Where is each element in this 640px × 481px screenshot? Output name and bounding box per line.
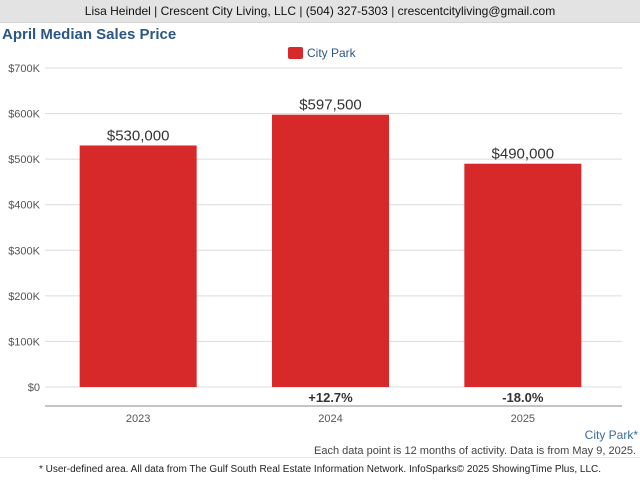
legend-swatch xyxy=(288,47,303,59)
x-tick-label: 2023 xyxy=(126,413,150,425)
footer: * User-defined area. All data from The G… xyxy=(0,457,640,481)
y-tick-label: $600K xyxy=(8,109,40,121)
area-label: City Park* xyxy=(584,428,638,442)
legend: City Park xyxy=(288,46,356,60)
change-label: -18.0% xyxy=(502,390,544,405)
legend-label: City Park xyxy=(307,46,356,60)
y-tick-label: $300K xyxy=(8,245,40,257)
bar xyxy=(272,114,389,387)
y-tick-label: $700K xyxy=(8,63,40,75)
x-tick-label: 2024 xyxy=(318,413,342,425)
y-tick-label: $0 xyxy=(28,382,40,394)
y-tick-label: $200K xyxy=(8,291,40,303)
y-tick-label: $400K xyxy=(8,200,40,212)
bar-value-label: $530,000 xyxy=(107,127,170,144)
bar xyxy=(464,163,582,387)
bar-value-label: $490,000 xyxy=(492,146,555,163)
chart-title: April Median Sales Price xyxy=(2,26,177,43)
bar-value-label: $597,500 xyxy=(299,97,362,114)
change-label: +12.7% xyxy=(308,390,353,405)
y-tick-label: $500K xyxy=(8,154,40,166)
y-tick-label: $100K xyxy=(8,336,40,348)
bar xyxy=(79,145,197,387)
data-note: Each data point is 12 months of activity… xyxy=(313,445,636,457)
header-contact: Lisa Heindel | Crescent City Living, LLC… xyxy=(0,0,640,23)
x-tick-label: 2025 xyxy=(511,413,535,425)
